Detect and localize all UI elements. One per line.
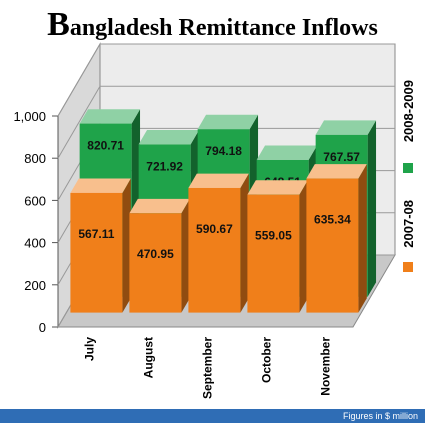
y-tick-label: 0 [39,320,46,335]
note: Figures in $ million [343,411,418,421]
bar [129,198,190,313]
x-tick-label: October [260,337,274,383]
bar [247,180,308,313]
bar-top [315,120,377,135]
bar-top [247,180,308,195]
bar-front [306,178,359,313]
bar-side [122,178,131,313]
bar-side [181,198,190,313]
grid-line [57,85,101,159]
bar-top [306,164,367,179]
legend-swatch [403,163,413,173]
bar [188,173,249,313]
bar-top [70,178,131,193]
bar-front [188,187,241,313]
bar-side [367,120,377,297]
x-tick-label: July [83,337,97,361]
bar-top [188,173,249,188]
bar [306,164,367,313]
bar-top [197,114,259,130]
value-label: 794.18 [205,144,242,158]
y-tick-label: 1,000 [13,109,46,124]
value-label: 721.92 [146,159,183,173]
y-tick-label: 600 [24,193,46,208]
x-tick-label: August [142,337,156,378]
value-label: 567.11 [78,227,114,241]
bar-top [138,130,200,145]
x-tick-label: September [201,337,215,399]
legend-label: 2008-2009 [401,80,416,142]
value-label: 590.67 [196,222,233,236]
value-label: 470.95 [137,247,174,261]
y-tick-label: 800 [24,151,46,166]
value-label: 767.57 [323,150,360,164]
bar-side [299,180,308,313]
legend-label: 2007-08 [401,200,416,248]
legend-swatch [403,262,413,272]
bar-front [247,194,300,313]
bar-top [129,198,190,214]
bar-top [256,145,318,160]
chart-title: Bangladesh Remittance Inflows [47,6,378,43]
bar-side [358,164,367,313]
note-band [0,409,425,423]
bar-front [70,192,123,313]
x-tick-label: November [319,337,333,396]
bar [70,178,131,313]
value-label: 635.34 [314,213,351,227]
bar-side [240,173,249,313]
bar-front [129,213,182,313]
bar-top [79,109,141,124]
grid-line [57,43,101,117]
value-label: 559.05 [255,229,292,243]
y-tick-label: 200 [24,278,46,293]
value-label: 820.71 [87,139,124,153]
y-tick-label: 400 [24,236,46,251]
